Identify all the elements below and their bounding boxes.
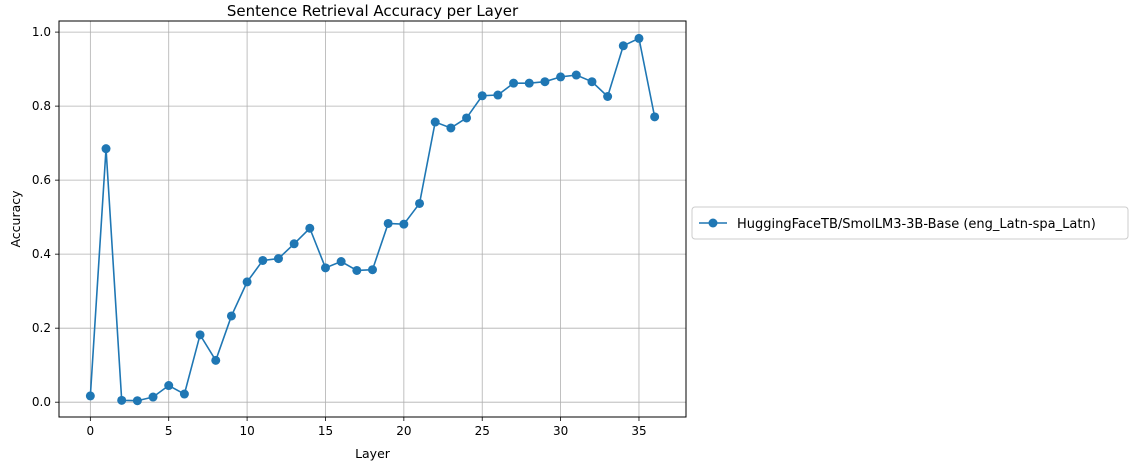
data-point — [634, 33, 644, 43]
data-point — [117, 395, 127, 405]
data-point — [258, 255, 268, 265]
data-point — [477, 91, 487, 101]
data-point — [352, 265, 362, 275]
x-tick-label: 0 — [87, 424, 95, 438]
data-point — [430, 117, 440, 127]
data-point — [164, 381, 174, 391]
data-point — [540, 77, 550, 87]
y-tick-label: 0.8 — [32, 99, 51, 113]
data-point — [524, 78, 534, 88]
data-point — [132, 396, 142, 406]
data-point — [571, 70, 581, 80]
data-point — [226, 311, 236, 321]
data-point — [462, 113, 472, 123]
data-point — [242, 277, 252, 287]
data-point — [211, 355, 221, 365]
data-point — [336, 257, 346, 267]
data-point — [618, 41, 628, 51]
y-tick-label: 1.0 — [32, 25, 51, 39]
x-axis-label: Layer — [355, 446, 391, 461]
axis-ticks: 0 5 10 15 20 25 30 35 0.0 0.2 0.4 0.6 0.8 1.0 — [32, 25, 647, 438]
x-tick-label: 15 — [318, 424, 333, 438]
data-point — [179, 389, 189, 399]
series-line — [89, 37, 656, 402]
data-point — [650, 112, 660, 122]
data-point — [556, 72, 566, 82]
y-tick-label: 0.0 — [32, 395, 51, 409]
legend-box — [691, 206, 1129, 240]
data-point — [305, 223, 315, 233]
data-point — [603, 91, 613, 101]
data-point — [195, 330, 205, 340]
y-tick-label: 0.4 — [32, 247, 51, 261]
x-tick-label: 20 — [396, 424, 411, 438]
y-axis-label: Accuracy — [8, 190, 23, 248]
data-point — [587, 77, 597, 87]
data-point — [399, 219, 409, 229]
chart-title: Sentence Retrieval Accuracy per Layer — [227, 2, 519, 20]
data-point — [148, 392, 158, 402]
legend: HuggingFaceTB/SmolLM3-3B-Base (eng_Latn-… — [691, 206, 1129, 240]
x-tick-label: 10 — [239, 424, 254, 438]
y-tick-label: 0.2 — [32, 321, 51, 335]
data-point — [320, 263, 330, 273]
legend-marker — [708, 218, 718, 228]
x-tick-label: 30 — [553, 424, 568, 438]
data-point — [85, 391, 95, 401]
y-tick-label: 0.6 — [32, 173, 51, 187]
grid — [59, 21, 686, 417]
data-point — [415, 198, 425, 208]
legend-label: HuggingFaceTB/SmolLM3-3B-Base (eng_Latn-… — [737, 217, 1096, 232]
data-point — [383, 218, 393, 228]
data-point — [446, 123, 456, 133]
data-point — [289, 239, 299, 249]
x-tick-label: 35 — [631, 424, 646, 438]
data-point — [509, 78, 519, 88]
data-point — [101, 144, 111, 154]
x-tick-label: 5 — [165, 424, 173, 438]
plot-frame — [58, 20, 687, 418]
data-point — [493, 90, 503, 100]
series-layer — [85, 33, 660, 406]
x-tick-label: 25 — [475, 424, 490, 438]
data-point — [368, 265, 377, 275]
data-point — [273, 254, 283, 264]
